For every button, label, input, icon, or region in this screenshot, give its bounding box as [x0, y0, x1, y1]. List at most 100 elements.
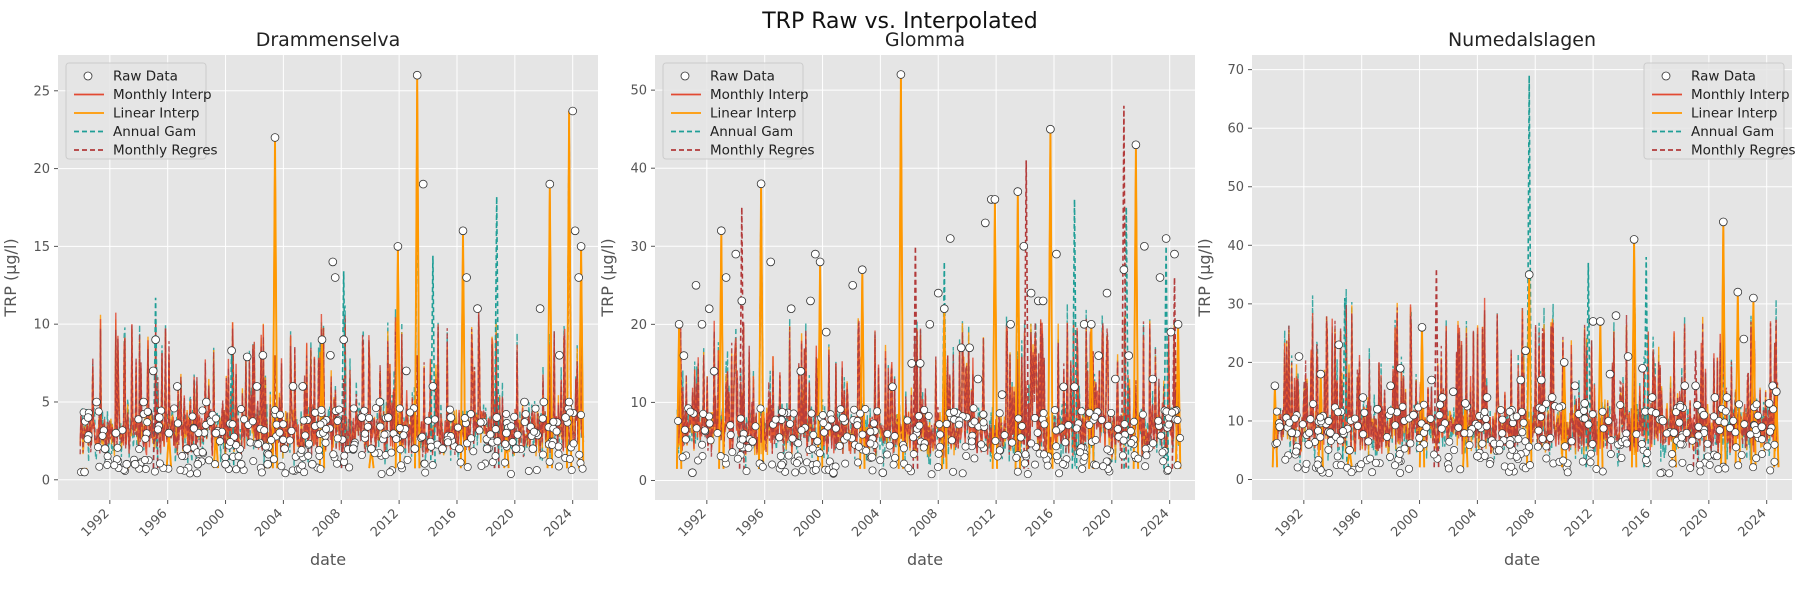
raw-data-point — [280, 444, 289, 454]
raw-data-point — [1604, 416, 1613, 425]
raw-data-point — [287, 426, 296, 435]
raw-data-series — [80, 70, 586, 477]
raw-data-point — [990, 195, 1000, 204]
raw-data-point — [143, 418, 152, 427]
raw-data-point — [1668, 450, 1676, 458]
raw-data-point — [1287, 428, 1297, 438]
raw-data-point — [458, 226, 468, 236]
raw-data-point — [1173, 319, 1183, 329]
raw-data-point — [513, 430, 522, 439]
raw-data-point — [934, 463, 942, 472]
raw-data-point — [545, 179, 555, 189]
raw-data-point — [1713, 452, 1722, 461]
raw-data-point — [819, 418, 828, 427]
y-tick-label: 70 — [1227, 63, 1244, 78]
raw-data-point — [477, 461, 486, 470]
raw-data-point — [1534, 426, 1543, 435]
raw-data-point — [80, 467, 89, 477]
raw-data-point — [279, 420, 288, 429]
y-tick-label: 0 — [639, 474, 647, 489]
raw-data-point — [1061, 438, 1070, 447]
raw-data-point — [1104, 421, 1113, 430]
raw-data-point — [140, 456, 149, 464]
raw-data-point — [1705, 460, 1714, 469]
raw-data-point — [1578, 457, 1587, 466]
raw-data-point — [919, 443, 928, 452]
raw-data-point — [443, 438, 452, 447]
raw-data-point — [1579, 406, 1588, 415]
raw-data-point — [815, 449, 824, 458]
raw-data-point — [713, 429, 722, 438]
raw-data-point — [1688, 436, 1697, 445]
y-tick-label: 0 — [42, 473, 50, 488]
x-tick-label: 2020 — [1081, 506, 1115, 540]
raw-data-point — [300, 468, 309, 477]
subplot-2: 1992 1996 2000 2004 2008 2012 2016 2020 2024 0 10 2… — [1195, 29, 1796, 569]
legend-item-monthly-regres: Monthly Regres — [1652, 143, 1796, 159]
raw-data-point — [151, 335, 160, 345]
raw-data-point — [1710, 393, 1720, 402]
raw-data-point — [150, 467, 159, 476]
raw-data-point — [539, 397, 549, 407]
raw-data-point — [1611, 311, 1621, 320]
raw-data-point — [317, 405, 326, 414]
raw-data-point — [1749, 293, 1758, 303]
raw-data-point — [375, 397, 385, 407]
raw-data-point — [1694, 431, 1703, 440]
raw-data-point — [421, 468, 430, 477]
raw-data-point — [1324, 417, 1333, 425]
raw-data-point — [925, 319, 935, 329]
raw-data-point — [1656, 469, 1665, 478]
raw-data-point — [193, 459, 203, 469]
raw-data-point — [98, 431, 107, 440]
raw-data-point — [1721, 464, 1730, 473]
raw-data-point — [130, 459, 140, 469]
raw-data-point — [189, 424, 198, 433]
raw-data-point — [1454, 423, 1463, 432]
raw-data-point — [969, 404, 978, 413]
x-tick-label: 2004 — [1446, 506, 1480, 540]
raw-data-point — [848, 280, 857, 290]
raw-data-point — [155, 459, 164, 468]
monthly-regres-spike — [1023, 160, 1030, 469]
legend-marker — [83, 71, 93, 81]
raw-data-point — [1461, 399, 1470, 408]
raw-data-point — [1326, 437, 1335, 445]
raw-data-point — [1031, 460, 1039, 469]
raw-data-point — [539, 450, 547, 459]
raw-data-point — [1652, 409, 1660, 418]
raw-data-point — [510, 412, 519, 421]
raw-data-point — [412, 70, 422, 80]
raw-data-point — [674, 319, 684, 329]
raw-data-point — [1368, 468, 1377, 477]
raw-data-point — [797, 426, 806, 435]
raw-data-point — [1606, 450, 1615, 458]
x-tick-label: 2004 — [252, 506, 286, 540]
raw-data-background — [1271, 399, 1779, 478]
raw-data-point — [1134, 454, 1143, 463]
raw-data-point — [786, 419, 794, 428]
x-tick-label: 2020 — [1678, 506, 1712, 540]
y-tick-label: 20 — [630, 318, 647, 333]
raw-data-point — [705, 419, 714, 428]
raw-data-point — [991, 436, 1000, 445]
raw-data-point — [335, 405, 343, 414]
raw-data-point — [813, 437, 822, 446]
raw-data-point — [1272, 407, 1281, 416]
raw-data-point — [1436, 400, 1444, 409]
raw-data-point — [1281, 455, 1290, 464]
raw-data-point — [438, 444, 447, 454]
raw-data-point — [340, 451, 349, 460]
raw-data-point — [1521, 346, 1530, 356]
raw-data-point — [1752, 454, 1761, 463]
raw-data-point — [1126, 427, 1135, 435]
raw-data-point — [1485, 460, 1494, 468]
raw-data-point — [1719, 217, 1728, 227]
raw-data-point — [1040, 420, 1049, 429]
raw-data-point — [276, 410, 285, 419]
raw-data-point — [501, 439, 510, 448]
raw-data-point — [997, 390, 1007, 399]
raw-data-point — [1013, 187, 1023, 196]
raw-data-point — [328, 257, 338, 267]
raw-data-point — [260, 426, 269, 435]
